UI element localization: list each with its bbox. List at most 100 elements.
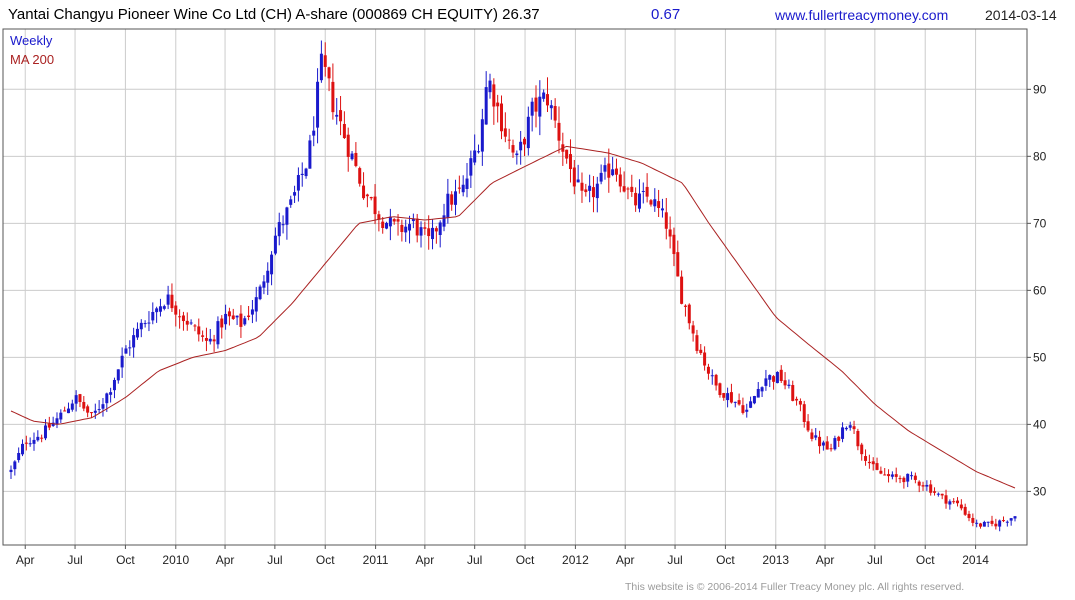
- candle-body: [829, 448, 833, 450]
- x-tick-label: Apr: [416, 553, 435, 567]
- candle-body: [952, 501, 956, 503]
- candle-body: [178, 316, 182, 318]
- candle-body: [553, 106, 557, 121]
- candle-body: [687, 304, 691, 324]
- y-tick-label: 30: [1033, 484, 1047, 498]
- candle-body: [488, 80, 492, 93]
- candle-body: [538, 96, 542, 117]
- candle-down: [956, 497, 960, 507]
- y-tick-label: 70: [1033, 216, 1047, 230]
- candle-body: [132, 335, 136, 348]
- candle-up: [243, 315, 247, 326]
- candle-body: [55, 418, 59, 425]
- candle-up: [814, 428, 818, 441]
- candle-down: [201, 330, 205, 342]
- candle-body: [273, 235, 277, 254]
- y-tick-label: 50: [1033, 350, 1047, 364]
- candle-up: [599, 164, 603, 185]
- candle-down: [557, 106, 561, 154]
- candle-body: [262, 281, 266, 288]
- candle-down: [212, 334, 216, 352]
- candle-down: [810, 428, 814, 442]
- candle-body: [285, 207, 289, 225]
- candle-body: [568, 154, 572, 170]
- candle-up: [1009, 517, 1013, 526]
- candle-up: [296, 167, 300, 202]
- candle-body: [683, 305, 687, 307]
- candle-up: [549, 100, 553, 120]
- candle-up: [515, 150, 519, 165]
- candle-up: [419, 221, 423, 248]
- candle-up: [477, 144, 481, 154]
- candle-up: [162, 304, 166, 311]
- candle-up: [189, 319, 193, 326]
- candle-up: [17, 447, 21, 463]
- candle-body: [837, 436, 841, 441]
- candle-up: [224, 304, 228, 330]
- candle-down: [423, 221, 427, 235]
- candle-body: [396, 219, 400, 222]
- candle-body: [143, 323, 147, 325]
- candle-up: [710, 369, 714, 385]
- candle-body: [929, 484, 933, 493]
- candle-down: [791, 380, 795, 402]
- candle-down: [572, 159, 576, 195]
- candle-body: [588, 185, 592, 191]
- candle-up: [124, 345, 128, 354]
- candle-up: [143, 320, 147, 328]
- candle-body: [109, 392, 113, 395]
- candle-body: [162, 306, 166, 309]
- candle-up: [36, 430, 40, 442]
- candle-body: [729, 392, 733, 403]
- website-link[interactable]: www.fullertreacymoney.com: [775, 7, 949, 23]
- candle-down: [170, 283, 174, 312]
- candle-body: [43, 425, 47, 439]
- candle-up: [461, 175, 465, 197]
- candle-body: [250, 309, 254, 315]
- candle-down: [24, 435, 28, 451]
- candle-body: [296, 175, 300, 191]
- candle-down: [185, 312, 189, 331]
- candle-down: [568, 139, 572, 183]
- candle-up: [120, 347, 124, 378]
- candle-up: [975, 519, 979, 528]
- candle-body: [634, 192, 638, 206]
- candle-down: [971, 513, 975, 527]
- candle-body: [979, 523, 983, 527]
- candle-up: [9, 465, 13, 479]
- candle-up: [641, 182, 645, 204]
- candle-down: [204, 327, 208, 352]
- candle-body: [818, 436, 822, 447]
- candle-down: [434, 226, 438, 244]
- candle-body: [93, 410, 97, 413]
- candle-up: [254, 286, 258, 322]
- candle-down: [875, 457, 879, 471]
- candle-body: [990, 520, 994, 524]
- candle-body: [733, 401, 737, 403]
- candle-up: [438, 220, 442, 248]
- x-tick-label: Apr: [16, 553, 35, 567]
- candle-body: [802, 404, 806, 423]
- candle-down: [89, 411, 93, 418]
- candle-body: [503, 128, 507, 137]
- candle-body: [477, 151, 481, 153]
- candle-body: [522, 138, 526, 145]
- candle-body: [806, 421, 810, 431]
- candle-up: [32, 432, 36, 451]
- candle-up: [101, 397, 105, 417]
- candle-body: [450, 194, 454, 205]
- candle-body: [151, 311, 155, 321]
- candle-down: [864, 449, 868, 466]
- candle-down: [695, 329, 699, 354]
- candle-body: [783, 380, 787, 386]
- candle-body: [752, 396, 756, 404]
- candle-down: [174, 301, 178, 327]
- candle-body: [768, 375, 772, 380]
- candle-body: [542, 92, 546, 99]
- candle-body: [293, 192, 297, 196]
- candle-down: [871, 457, 875, 471]
- candle-body: [507, 139, 511, 141]
- candle-down: [545, 77, 549, 113]
- axes: 30 40 50 60 70 80 90 Apr Jul Oct 2010 Apr Jul Oct 2011…: [2, 28, 1047, 567]
